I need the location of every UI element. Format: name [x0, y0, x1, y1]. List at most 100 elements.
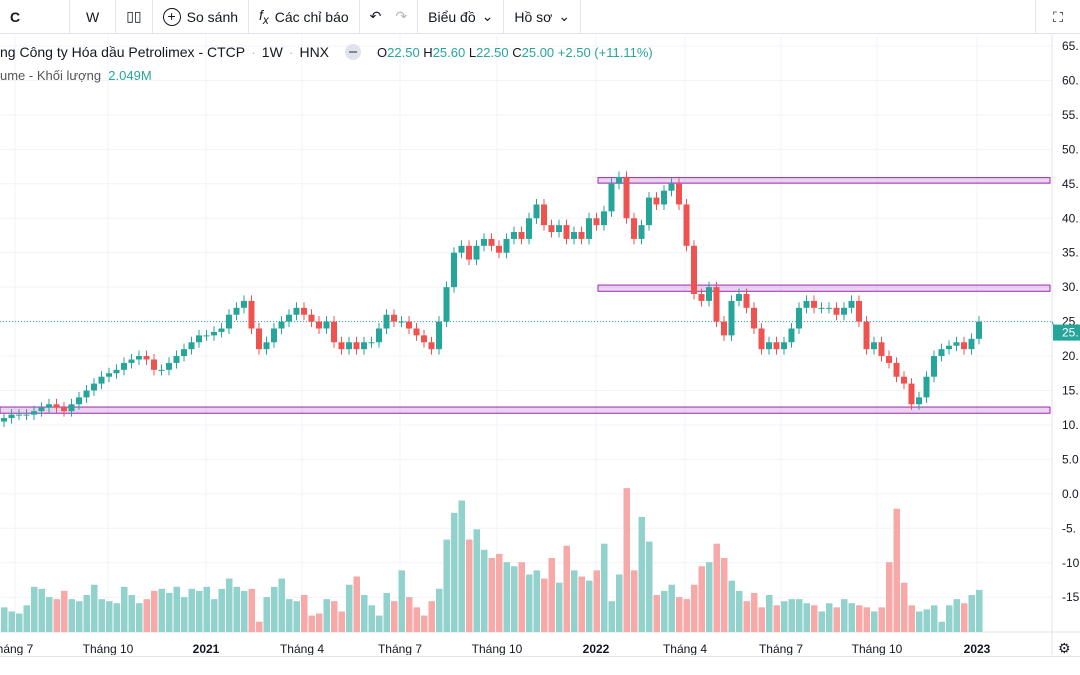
volume-bar [113, 603, 120, 632]
chart-menu-label: Biểu đồ [428, 8, 476, 25]
price-zone-rectangle[interactable] [597, 284, 1051, 292]
volume-bar [361, 595, 368, 632]
candle-body [466, 245, 472, 260]
undo-icon[interactable]: ↶ [369, 8, 382, 24]
candle-body [976, 321, 982, 339]
candle-body [923, 376, 930, 398]
candle-body [631, 218, 637, 239]
volume-bar [533, 570, 540, 632]
candle-body [961, 342, 967, 350]
volume-bar [511, 566, 518, 632]
volume-bar [766, 595, 773, 632]
volume-bar [211, 599, 218, 632]
volume-bar [181, 597, 188, 632]
candle-body [263, 342, 270, 350]
candle-body [443, 287, 450, 322]
fullscreen-button[interactable]: ⛶ [1035, 0, 1080, 34]
candle-body [16, 414, 22, 416]
volume-bar [803, 603, 810, 632]
volume-bar [698, 566, 705, 632]
candle-body [481, 238, 487, 246]
volume-bar [728, 580, 735, 632]
legend-exchange: HNX [299, 44, 330, 60]
volume-bar [173, 586, 180, 632]
candle-body [698, 294, 705, 301]
symbol-search[interactable]: C [0, 0, 70, 34]
price-axis-label: 20. [1062, 349, 1079, 363]
candle-body [706, 287, 712, 301]
volume-bar [683, 599, 690, 632]
candle-body [98, 376, 105, 384]
volume-legend: ume - Khối lượng 2.049M [0, 68, 152, 83]
candle-body [31, 411, 37, 415]
last-price-label: 25. [1062, 326, 1079, 340]
volume-bar [323, 599, 330, 632]
candle-body [571, 232, 577, 239]
candle-body [38, 407, 45, 412]
volume-bar [128, 595, 135, 632]
candle-body [511, 232, 517, 239]
volume-bar [301, 595, 308, 632]
candle-body [946, 345, 952, 350]
volume-bar [751, 592, 758, 632]
volume-bar [38, 588, 45, 632]
candle-body [278, 321, 285, 329]
interval-button[interactable]: W [70, 0, 117, 34]
candle-body [773, 342, 780, 350]
settings-icon[interactable]: ⚙ [1058, 640, 1071, 655]
time-axis-label: Tháng 7 [378, 642, 422, 655]
candle-body [218, 328, 225, 332]
profile-menu[interactable]: Hồ sơ ⌄ [504, 0, 582, 34]
price-zone-rectangle[interactable] [597, 177, 1051, 184]
price-chart[interactable]: 65. 60. 55. 50. 45. 40. 35. 30. 25. 20. 15. 10. 5.0 0… [0, 35, 1080, 655]
candle-body [503, 238, 510, 253]
candle-body [338, 342, 345, 350]
price-zone-rectangle[interactable] [0, 406, 1051, 414]
indicators-button[interactable]: fx Các chỉ báo [249, 0, 360, 34]
volume-value: 2.049M [108, 68, 152, 83]
legend-open: 22.50 [387, 44, 420, 60]
price-axis-label: 60. [1062, 73, 1079, 87]
chevron-down-icon: ⌄ [481, 8, 494, 24]
volume-bar [818, 611, 825, 632]
volume-bar [758, 607, 765, 632]
candle-body [316, 321, 322, 329]
volume-bar [563, 545, 570, 632]
candle-body [211, 331, 217, 336]
candle-body [668, 183, 675, 191]
time-axis-label: háng 7 [0, 642, 34, 655]
candle-body [856, 300, 862, 322]
volume-bar [241, 590, 248, 632]
time-axis-label: Tháng 10 [472, 642, 523, 655]
price-axis-label: 40. [1062, 211, 1079, 225]
compare-button[interactable]: + So sánh [153, 0, 250, 34]
redo-icon[interactable]: ↷ [395, 8, 408, 24]
candle-body [616, 176, 622, 184]
volume-bar [871, 611, 878, 632]
volume-bar [353, 576, 360, 632]
candle-body [458, 245, 465, 253]
chart-menu[interactable]: Biểu đồ ⌄ [418, 0, 505, 34]
candle-body [271, 328, 277, 343]
candle-body [796, 307, 802, 329]
candle-body [811, 300, 817, 308]
hide-icon[interactable] [345, 44, 362, 60]
candle-body [286, 314, 292, 322]
candle-body [68, 404, 75, 412]
candle-body [766, 342, 772, 350]
volume-bar [691, 584, 698, 632]
volume-bar [331, 601, 338, 632]
top-toolbar: C W ▯▯ + So sánh fx Các chỉ báo ↶ ↷ Biểu đồ… [0, 0, 1080, 34]
chart-type-button[interactable]: ▯▯ [116, 0, 153, 34]
volume-bar [601, 543, 608, 632]
volume-bar [398, 570, 405, 632]
candle-body [953, 342, 960, 346]
candle-body [578, 232, 585, 239]
volume-bar [368, 605, 375, 632]
fx-icon: fx [259, 6, 269, 27]
volume-bar [788, 599, 795, 632]
candle-body [908, 383, 915, 405]
volume-label: ume - Khối lượng [0, 68, 102, 83]
volume-bar [773, 605, 780, 632]
volume-bar [841, 599, 848, 632]
